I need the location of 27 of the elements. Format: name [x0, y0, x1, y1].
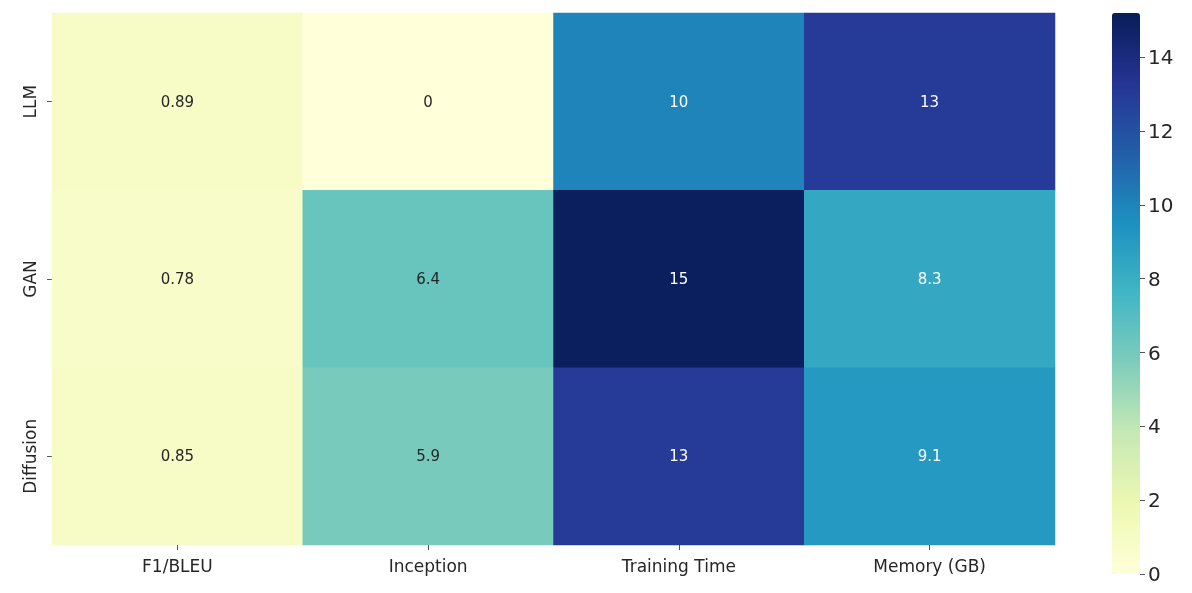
color-bar-label: 14 — [1148, 45, 1174, 70]
y-tick-label: Diffusion — [19, 418, 40, 494]
x-tick-label: Memory (GB) — [873, 555, 986, 576]
color-bar-label: 10 — [1148, 192, 1174, 217]
data-label: 15 — [669, 270, 689, 288]
data-label: 13 — [920, 92, 940, 111]
color-bar-label: 12 — [1148, 119, 1174, 144]
color-bar-label: 2 — [1148, 488, 1161, 513]
y-tick-label: GAN — [19, 260, 40, 298]
x-tick-label: Training Time — [620, 555, 736, 576]
data-label: 0 — [423, 92, 433, 111]
data-label: 0.89 — [160, 92, 195, 111]
color-bar-label: 6 — [1148, 340, 1161, 365]
data-label: 6.4 — [416, 270, 441, 288]
data-label: 5.9 — [416, 447, 441, 466]
color-bar-label: 8 — [1148, 266, 1161, 291]
data-label: 9.1 — [917, 447, 942, 466]
x-tick-label: F1/BLEU — [142, 555, 213, 576]
color-bar-label: 4 — [1148, 414, 1161, 439]
data-label: 0.78 — [160, 270, 195, 288]
data-label: 8.3 — [917, 270, 942, 288]
data-label: 0.85 — [160, 447, 195, 466]
data-label: 10 — [669, 92, 689, 111]
y-tick-label: LLM — [19, 84, 40, 119]
x-tick-label: Inception — [388, 555, 468, 576]
data-label: 13 — [669, 447, 689, 466]
color-bar-label: 0 — [1148, 562, 1161, 586]
